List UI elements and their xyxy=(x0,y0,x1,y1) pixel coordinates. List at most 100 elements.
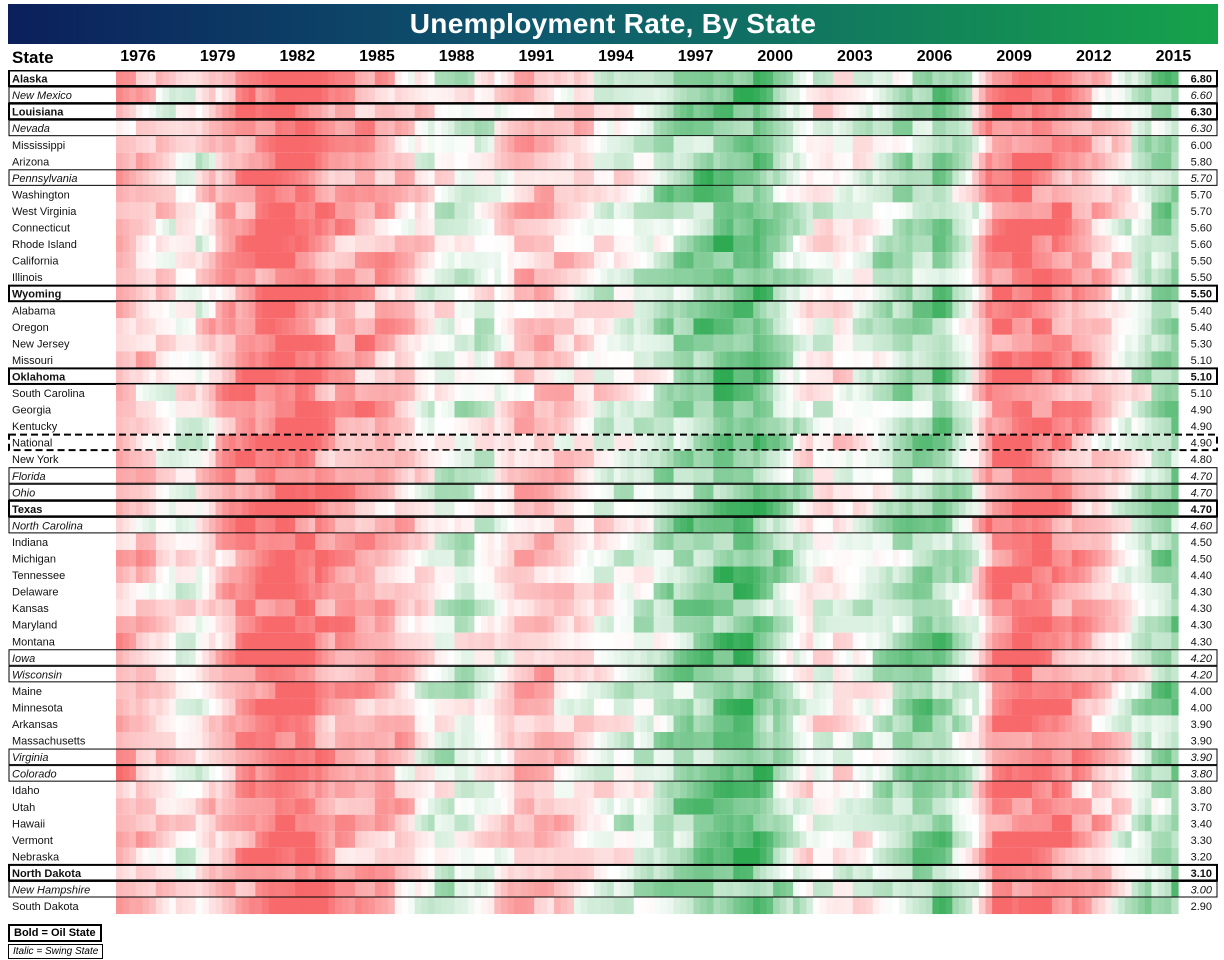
heat-cell xyxy=(500,549,509,567)
heat-cell xyxy=(1071,202,1080,219)
heat-cell xyxy=(182,285,190,302)
heat-cell xyxy=(885,401,894,418)
heat-cell xyxy=(905,384,914,401)
heat-cell xyxy=(985,384,993,401)
heat-cell xyxy=(733,152,741,170)
heat-cell xyxy=(753,467,761,484)
heat-cell xyxy=(846,367,854,385)
heat-cell xyxy=(673,467,681,484)
heat-cell xyxy=(335,103,343,120)
heat-cell xyxy=(700,119,708,137)
heat-cell xyxy=(627,268,635,286)
heat-cell xyxy=(1138,301,1146,319)
heat-cell xyxy=(341,450,349,468)
heat-cell xyxy=(321,417,329,435)
heat-cell xyxy=(992,367,1000,385)
heat-cell xyxy=(507,218,515,236)
heat-cell xyxy=(162,119,170,137)
heat-cell xyxy=(852,384,860,401)
heat-cell xyxy=(401,136,409,153)
heat-cell xyxy=(720,334,728,352)
heat-cell xyxy=(341,384,349,401)
heat-cell xyxy=(494,119,502,137)
heat-cell xyxy=(806,351,814,368)
heat-cell xyxy=(195,318,203,335)
heat-cell xyxy=(248,136,256,153)
heat-cell xyxy=(248,351,256,368)
heat-cell xyxy=(1098,152,1106,170)
heat-cell xyxy=(1171,483,1179,501)
heat-cell xyxy=(328,152,336,170)
heat-cell xyxy=(208,367,217,385)
heat-cell xyxy=(660,285,668,302)
heat-cell xyxy=(434,367,442,385)
heat-cell xyxy=(268,185,276,203)
heat-cell xyxy=(441,185,449,203)
heat-cell xyxy=(301,384,310,401)
rate-value: 5.10 xyxy=(1191,388,1212,400)
heatmap-row-illinois: Illinois 5.50 xyxy=(12,268,1212,286)
heat-cell xyxy=(720,516,728,534)
heat-cell xyxy=(958,70,967,87)
heat-cell xyxy=(660,103,668,120)
heat-cell xyxy=(647,103,655,120)
heat-cell xyxy=(1118,367,1126,385)
heat-cell xyxy=(354,218,363,236)
heat-cell xyxy=(354,549,363,567)
heat-cell xyxy=(208,401,217,418)
heat-cell xyxy=(361,516,369,534)
heat-cell xyxy=(700,401,708,418)
heat-cell xyxy=(580,218,588,236)
heat-cell xyxy=(520,401,529,418)
heat-cell xyxy=(912,119,920,137)
heat-cell xyxy=(116,119,124,137)
heat-cell xyxy=(739,533,748,550)
heat-cell xyxy=(520,136,529,153)
heat-cell xyxy=(832,533,841,550)
heat-cell xyxy=(1045,252,1053,269)
heat-cell xyxy=(567,318,575,335)
heat-cell xyxy=(998,70,1007,87)
heat-cell xyxy=(1045,70,1053,87)
heat-cell xyxy=(408,467,416,484)
heat-cell xyxy=(846,202,854,219)
heat-cell xyxy=(454,301,462,319)
heat-cell xyxy=(1118,401,1126,418)
heat-cell xyxy=(481,301,489,319)
heat-cell xyxy=(394,566,403,584)
heat-cell xyxy=(746,70,754,87)
heat-cell xyxy=(1158,119,1166,137)
heat-cell xyxy=(607,483,615,501)
heat-cell xyxy=(1005,401,1013,418)
heat-cell xyxy=(739,268,748,286)
heat-cell xyxy=(1171,500,1179,517)
heat-cell xyxy=(1058,152,1066,170)
heat-cell xyxy=(500,202,509,219)
heat-cell xyxy=(580,70,588,87)
heat-cell xyxy=(454,384,462,401)
heat-cell xyxy=(1151,351,1159,368)
heat-cell xyxy=(301,467,310,484)
heat-cell xyxy=(281,566,290,584)
heat-cell xyxy=(965,401,973,418)
heat-cell xyxy=(673,450,681,468)
heat-cell xyxy=(899,169,907,186)
heat-cell xyxy=(116,86,124,104)
heat-cell xyxy=(693,169,701,186)
heat-cell xyxy=(1058,301,1066,319)
heat-cell xyxy=(381,500,389,517)
heat-cell xyxy=(461,119,469,137)
heat-cell xyxy=(779,119,787,137)
heat-cell xyxy=(627,86,635,104)
heat-cell xyxy=(866,467,874,484)
heat-cell xyxy=(361,334,369,352)
heat-cell xyxy=(806,533,814,550)
heat-cell xyxy=(547,268,555,286)
heat-cell xyxy=(1031,483,1040,501)
heat-cell xyxy=(1058,467,1066,484)
heat-cell xyxy=(773,533,781,550)
heat-cell xyxy=(1144,185,1153,203)
heat-cell xyxy=(965,549,973,567)
heatmap-row-north-carolina: North Carolina 4.60 xyxy=(8,516,1218,534)
heat-cell xyxy=(401,152,409,170)
